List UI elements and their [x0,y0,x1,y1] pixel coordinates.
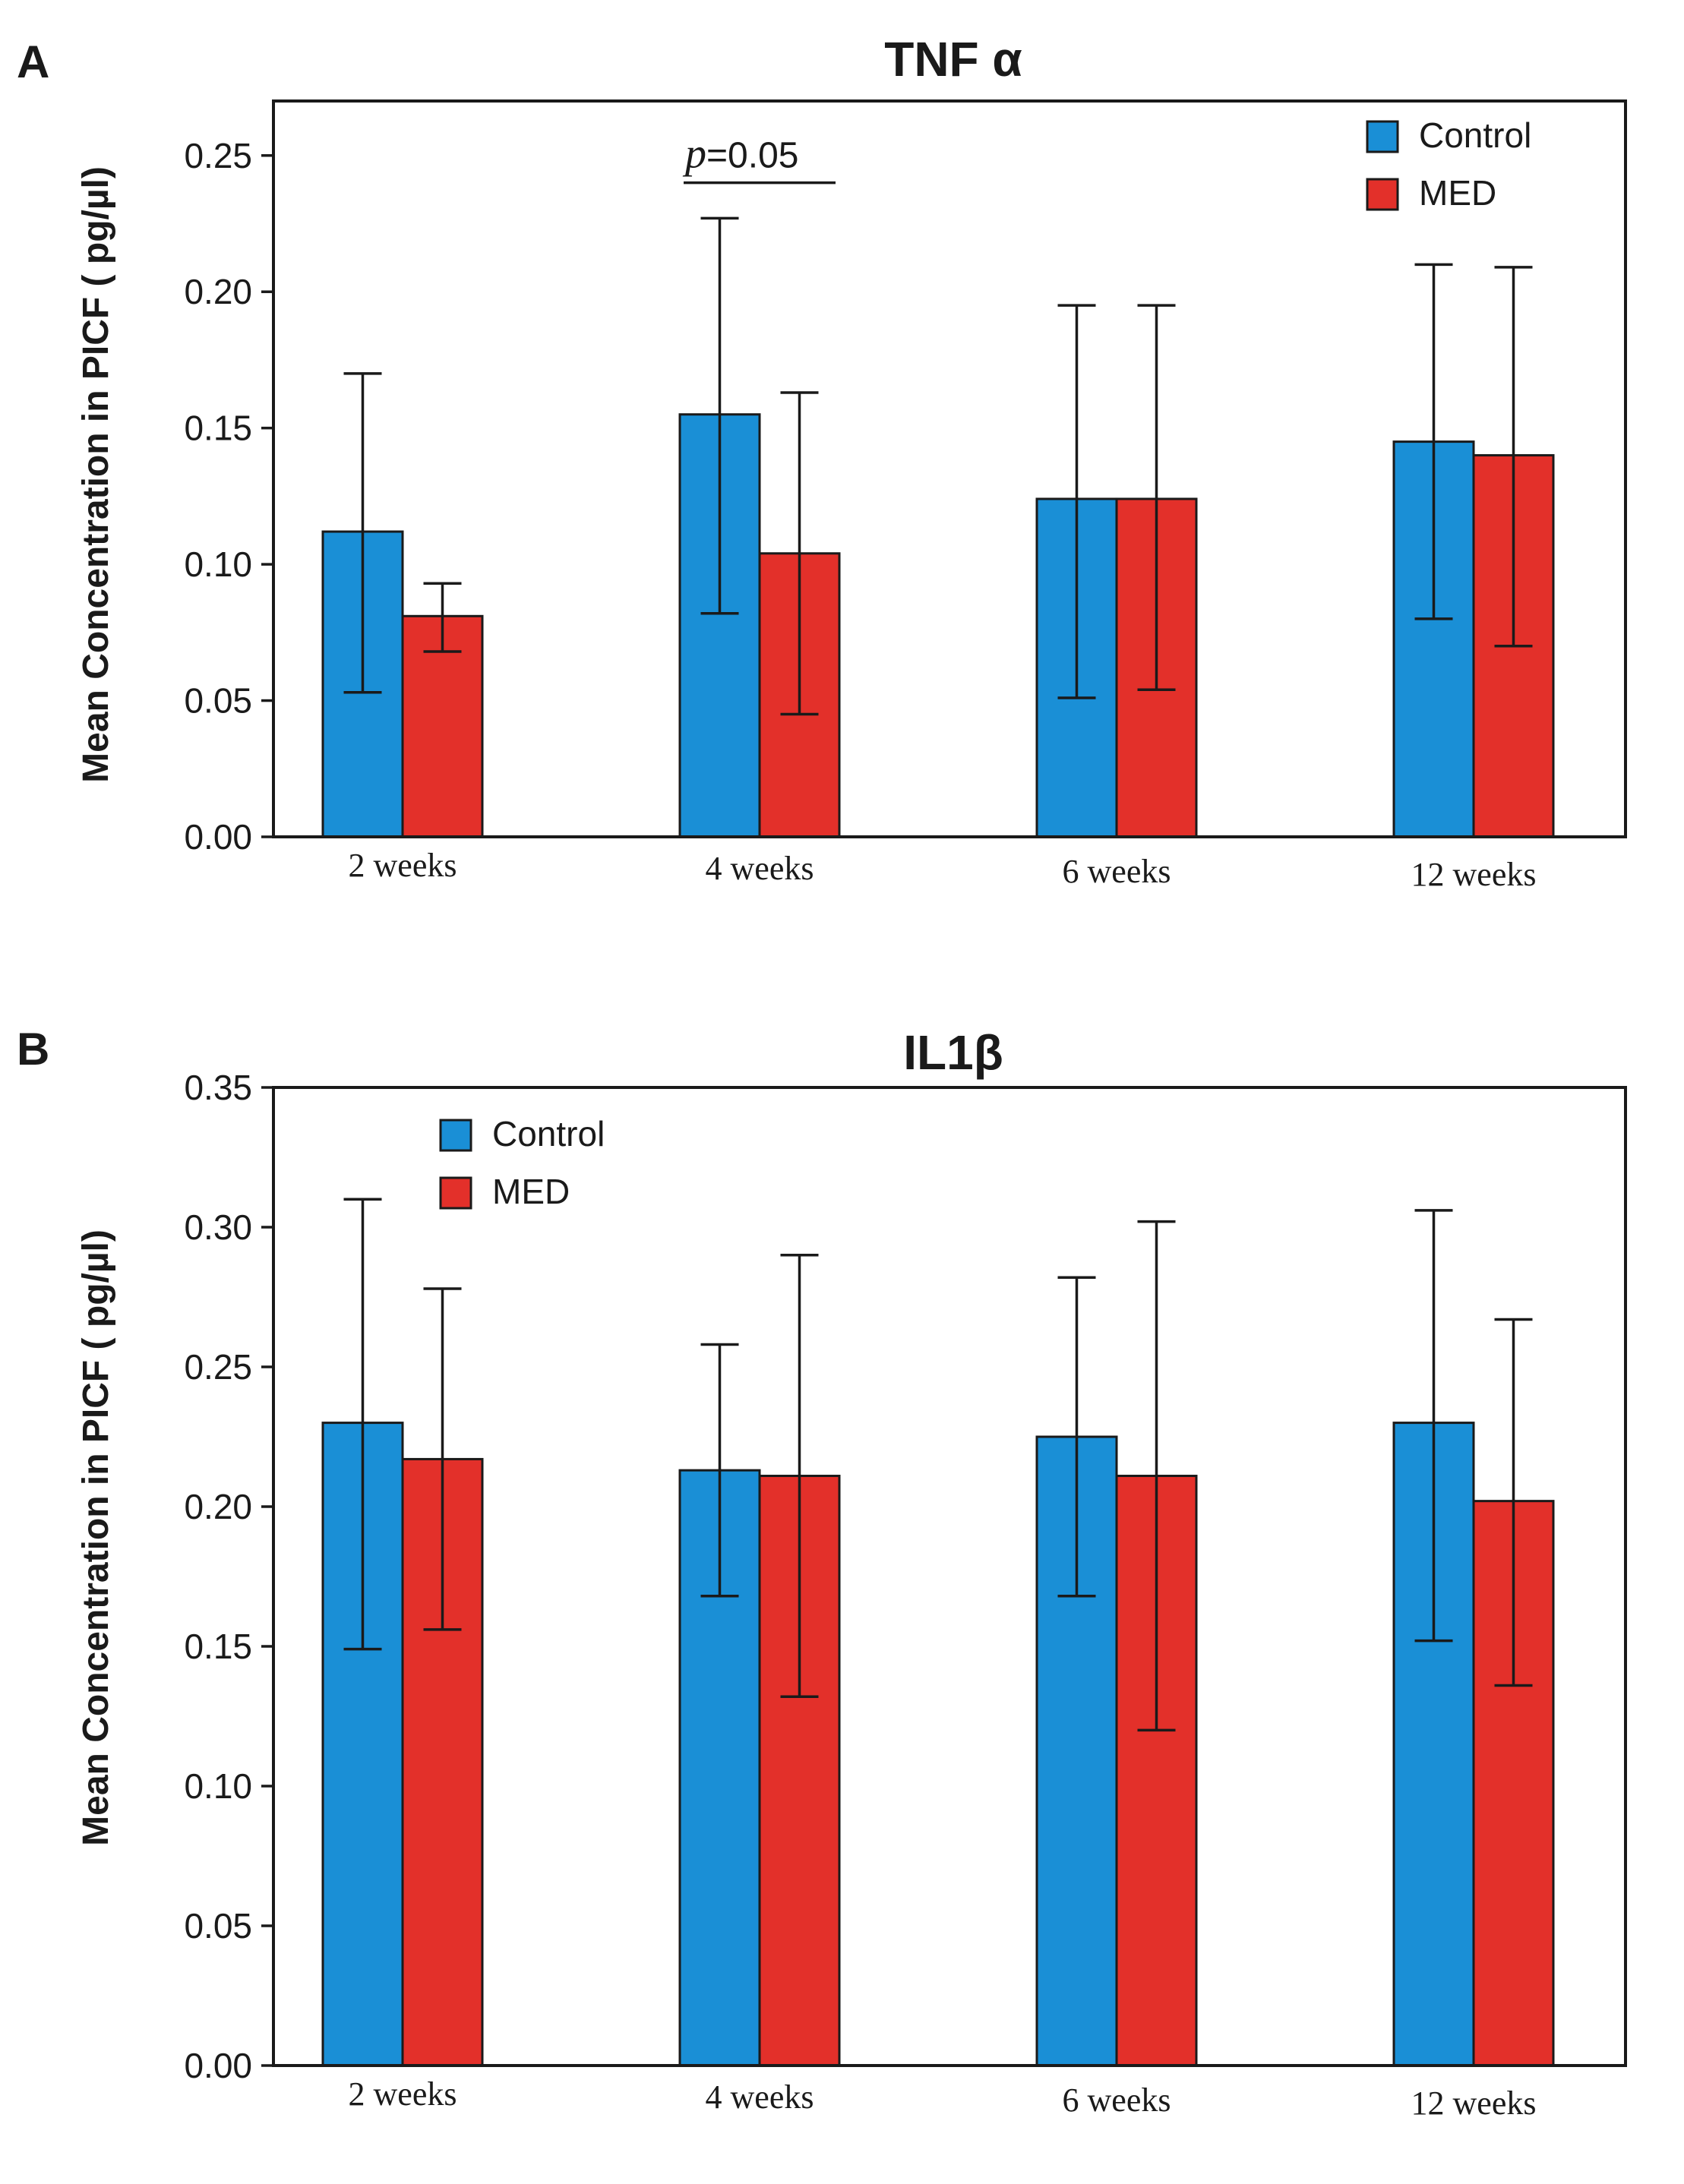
significance-label: p=0.05 [682,131,798,178]
bar-med-1 [401,1457,484,2067]
legend-label-med: MED [492,1172,570,1211]
y-tick-label: 0.15 [184,409,252,448]
chart-title: IL1β [903,1025,1003,1080]
x-tick-label: 4 weeks [706,850,814,887]
y-tick-label: 0.15 [184,1627,252,1666]
panel-letter: B [17,1024,49,1075]
y-tick-label: 0.25 [184,1347,252,1387]
y-tick-label: 0.20 [184,1487,252,1526]
x-tick-label: 2 weeks [349,2075,457,2113]
y-tick-label: 0.05 [184,681,252,721]
y-tick-label: 0.10 [184,544,252,584]
legend-label-med: MED [1419,173,1496,213]
y-axis-label: Mean Concentration in PICF ( pg/µl) [76,166,116,783]
plot-frame [272,1086,1627,2067]
legend-swatch-control [1366,120,1399,153]
y-tick-label: 0.30 [184,1207,252,1247]
legend-swatch-control [439,1119,472,1152]
y-axis-label: Mean Concentration in PICF ( pg/µl) [76,1229,116,1846]
p-value-symbol: p [682,131,706,178]
y-tick-label: 0.25 [184,136,252,175]
y-tick-label: 0.35 [184,1068,252,1107]
x-tick-label: 4 weeks [706,2078,814,2116]
x-tick-label: 6 weeks [1063,2081,1171,2119]
y-tick-label: 0.00 [184,817,252,857]
plot-frame [272,99,1627,838]
x-tick-label: 2 weeks [349,847,457,884]
x-tick-label: 6 weeks [1063,853,1171,890]
panel-letter: A [17,36,49,87]
y-tick-label: 0.20 [184,272,252,311]
y-tick-label: 0.10 [184,1766,252,1806]
panel-b: B IL1β Mean Concentration in PICF ( pg/µ… [17,1024,1627,2122]
legend-swatch-med [1366,178,1399,211]
legend-label-control: Control [1419,115,1531,155]
legend-swatch-med [439,1176,472,1210]
panel-a: A TNF α Mean Concentration in PICF ( pg/… [17,32,1627,893]
chart-title: TNF α [884,32,1022,87]
y-tick-label: 0.00 [184,2046,252,2085]
p-value-text: =0.05 [706,136,798,176]
x-tick-label: 12 weeks [1411,2085,1537,2122]
legend-label-control: Control [492,1114,605,1154]
x-tick-label: 12 weeks [1411,856,1537,893]
y-tick-label: 0.05 [184,1906,252,1946]
